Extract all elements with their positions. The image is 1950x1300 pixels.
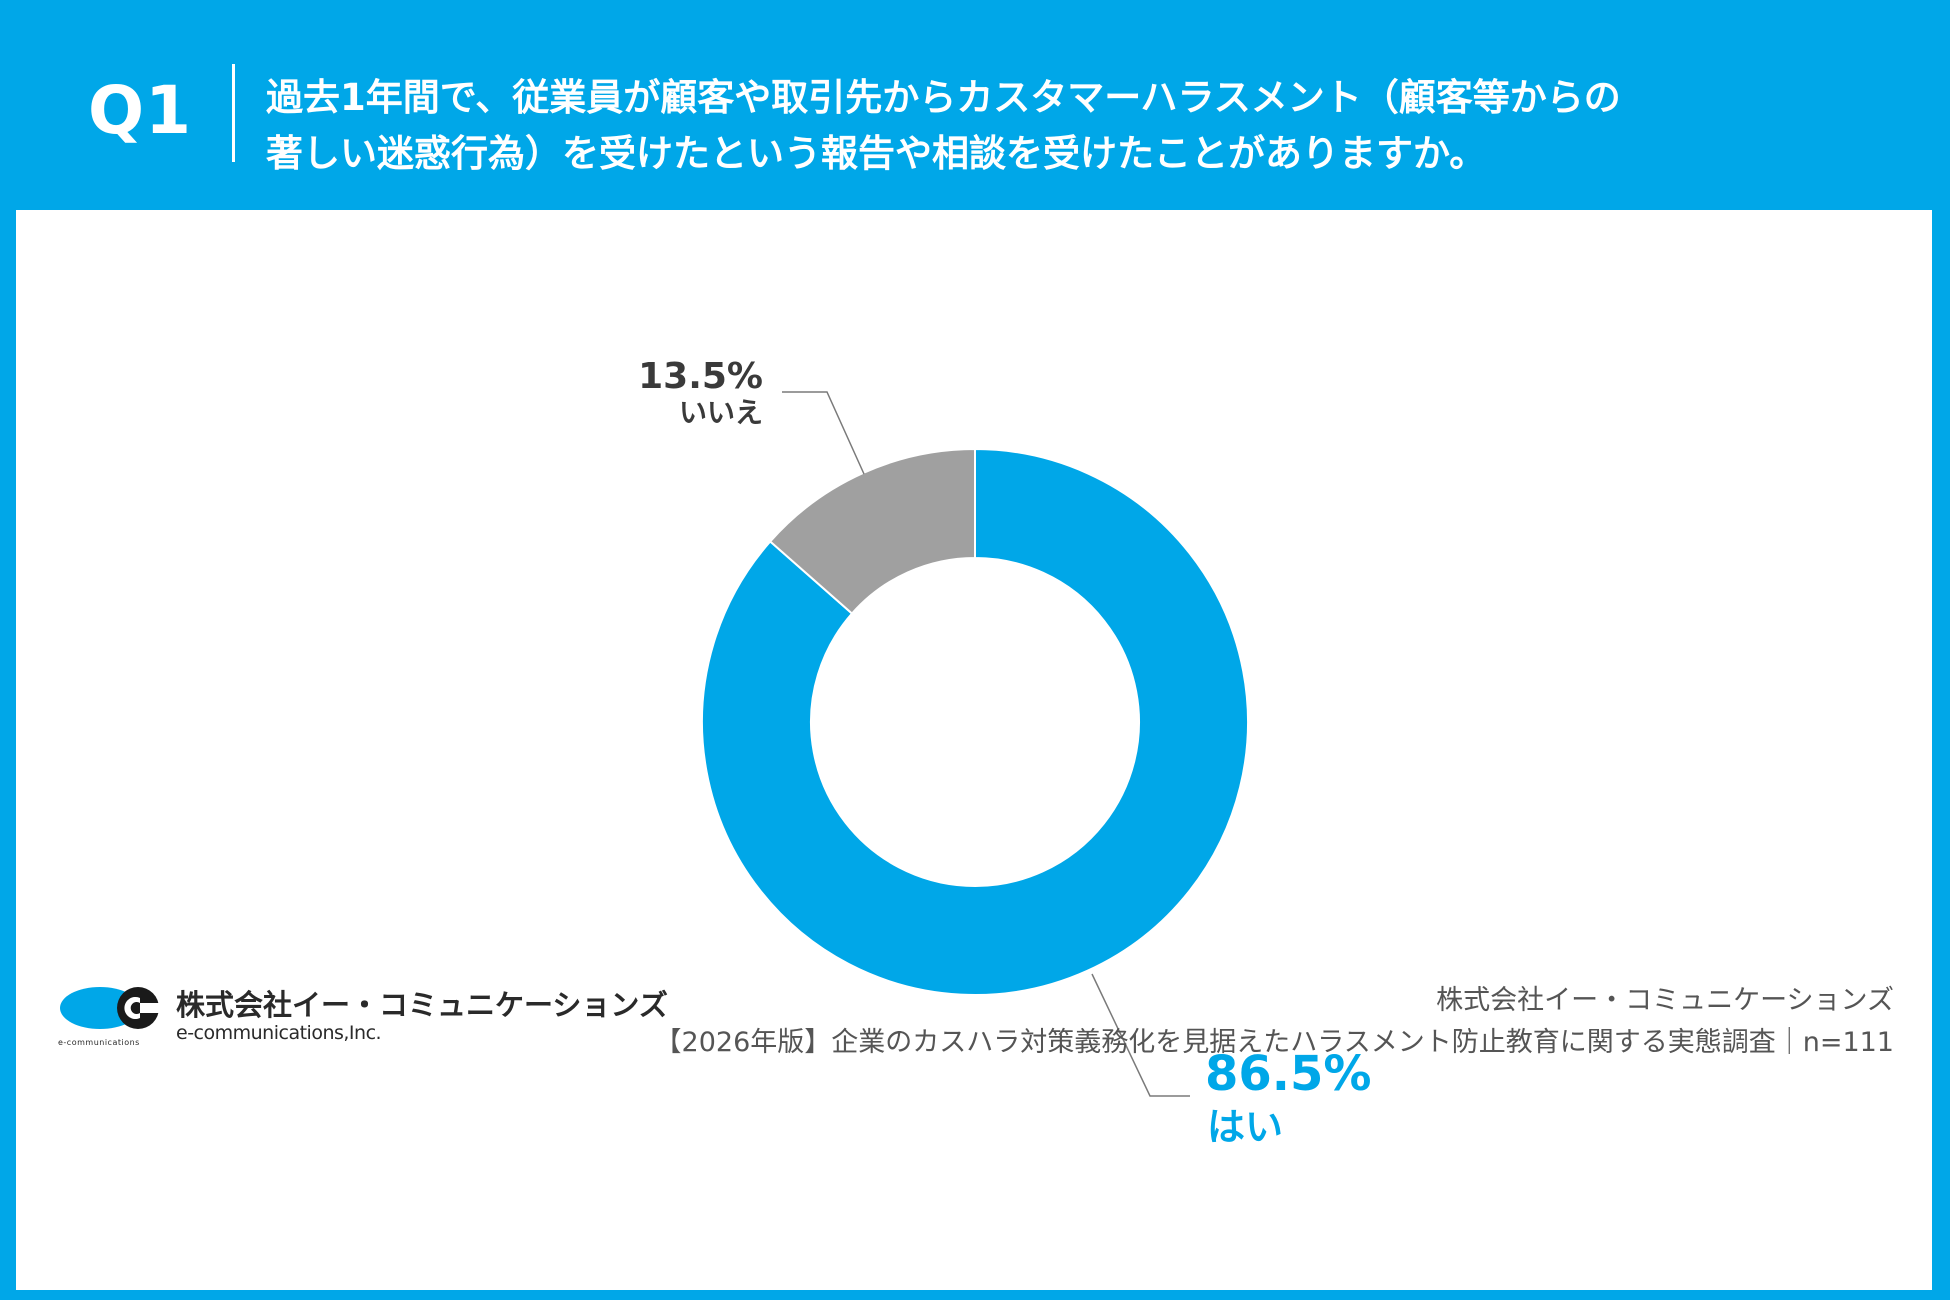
source-survey: 【2026年版】企業のカスハラ対策義務化を見据えたハラスメント防止教育に関する実…	[654, 1027, 1894, 1058]
question-line-2: 著しい迷惑行為）を受けたという報告や相談を受けたことがありますか。	[266, 132, 1487, 175]
question-text: 過去1年間で、従業員が顧客や取引先からカスタマーハラスメント（顧客等からの 著し…	[266, 70, 1866, 182]
source-company: 株式会社イー・コミュニケーションズ	[1436, 985, 1894, 1016]
slice-category-label-yes: はい	[1207, 1105, 1283, 1149]
donut-slice-yes	[701, 447, 1249, 996]
logo-company-name-en: e-communications,Inc.	[176, 1022, 382, 1044]
company-logo: 株式会社イー・コミュニケーションズ e-communications,Inc. …	[48, 970, 668, 1060]
slice-category-label-no: いいえ	[679, 396, 763, 429]
slice-value-label-yes: 86.5%	[1205, 1046, 1372, 1102]
logo-company-name-jp: 株式会社イー・コミュニケーションズ	[176, 988, 668, 1022]
e-communications-logo-mark	[60, 987, 165, 1029]
leader-line-no	[782, 391, 865, 475]
source-note: 株式会社イー・コミュニケーションズ 【2026年版】企業のカスハラ対策義務化を見…	[655, 980, 1894, 1064]
donut-slices	[701, 447, 1249, 996]
header-divider	[232, 64, 235, 162]
logo-tagline: e-communications	[58, 1038, 140, 1047]
leader-line-yes	[1091, 973, 1190, 1097]
question-line-1: 過去1年間で、従業員が顧客や取引先からカスタマーハラスメント（顧客等からの	[266, 76, 1621, 119]
donut-slice-no	[768, 447, 976, 615]
question-number: Q1	[88, 72, 193, 149]
slice-value-label-no: 13.5%	[638, 356, 763, 397]
question-header: Q1 過去1年間で、従業員が顧客や取引先からカスタマーハラスメント（顧客等からの…	[0, 0, 1950, 210]
donut-labels: 86.5%はい 13.5%いいえ	[638, 356, 1371, 1149]
chart-panel	[16, 210, 1932, 1290]
